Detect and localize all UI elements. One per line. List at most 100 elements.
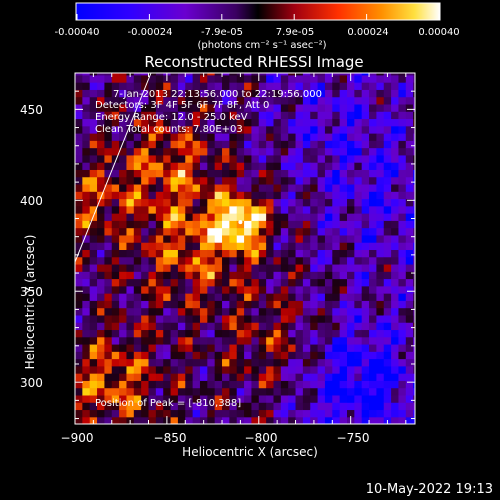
heatmap-cell xyxy=(185,125,194,134)
heatmap-cell xyxy=(133,198,142,207)
heatmap-cell xyxy=(133,278,142,287)
heatmap-cell xyxy=(119,140,128,149)
heatmap-cell xyxy=(192,125,201,134)
heatmap-cell xyxy=(104,409,113,418)
heatmap-cell xyxy=(133,118,142,127)
heatmap-cell xyxy=(266,140,275,149)
heatmap-cell xyxy=(317,176,326,185)
heatmap-cell xyxy=(236,314,245,323)
heatmap-cell xyxy=(82,198,91,207)
heatmap-cell xyxy=(192,249,201,258)
heatmap-cell xyxy=(383,125,392,134)
heatmap-cell xyxy=(354,111,363,120)
heatmap-cell xyxy=(258,285,267,294)
heatmap-cell xyxy=(332,373,341,381)
heatmap-cell xyxy=(244,293,253,301)
heatmap-cell xyxy=(361,387,370,396)
heatmap-cell xyxy=(148,176,157,185)
heatmap-cell xyxy=(170,314,179,323)
heatmap-cell xyxy=(347,336,355,345)
heatmap-cell xyxy=(236,82,245,90)
heatmap-cell xyxy=(111,133,120,141)
heatmap-cell xyxy=(347,242,355,250)
heatmap-cell xyxy=(97,118,105,127)
heatmap-cell xyxy=(126,293,135,301)
heatmap-cell xyxy=(177,314,186,323)
heatmap-cell xyxy=(119,249,128,258)
heatmap-cell xyxy=(111,89,120,98)
heatmap-cell xyxy=(89,394,98,403)
heatmap-cell xyxy=(383,271,392,280)
heatmap-cell xyxy=(295,278,304,287)
heatmap-cell xyxy=(273,351,282,360)
heatmap-cell xyxy=(170,322,179,331)
heatmap-cell xyxy=(207,271,216,280)
heatmap-cell xyxy=(413,82,415,90)
heatmap-cell xyxy=(295,198,304,207)
heatmap-cell xyxy=(288,293,297,301)
heatmap-cell xyxy=(89,154,98,163)
heatmap-cell xyxy=(229,394,238,403)
heatmap-cell xyxy=(383,242,392,250)
heatmap-cell xyxy=(376,343,385,352)
heatmap-cell xyxy=(126,351,135,360)
heatmap-cell xyxy=(133,336,142,345)
heatmap-cell xyxy=(383,285,392,294)
heatmap-cell xyxy=(332,140,341,149)
heatmap-cell xyxy=(119,300,128,309)
heatmap-cell xyxy=(391,227,400,236)
heatmap-cell xyxy=(199,118,208,127)
heatmap-cell xyxy=(199,220,208,229)
heatmap-cell xyxy=(302,300,311,309)
heatmap-cell xyxy=(148,220,157,229)
heatmap-cell xyxy=(398,205,407,214)
heatmap-cell xyxy=(383,96,392,105)
heatmap-cell xyxy=(185,380,194,389)
heatmap-cell xyxy=(302,307,311,316)
heatmap-cell xyxy=(199,256,208,265)
heatmap-cell xyxy=(376,147,385,156)
heatmap-cell xyxy=(163,213,172,221)
heatmap-cell xyxy=(97,329,105,338)
heatmap-cell xyxy=(251,169,260,178)
heatmap-cell xyxy=(361,96,370,105)
heatmap-cell xyxy=(104,220,113,229)
heatmap-cell xyxy=(155,147,164,156)
heatmap-cell xyxy=(251,285,260,294)
heatmap-cell xyxy=(391,133,400,141)
heatmap-cell xyxy=(244,220,253,229)
heatmap-cell xyxy=(104,365,113,374)
heatmap-cell xyxy=(207,74,216,83)
heatmap-cell xyxy=(75,271,83,280)
heatmap-cell xyxy=(332,365,341,374)
heatmap-cell xyxy=(199,394,208,403)
heatmap-cell xyxy=(177,256,186,265)
heatmap-cell xyxy=(280,249,289,258)
heatmap-cell xyxy=(214,89,223,98)
heatmap-cell xyxy=(317,300,326,309)
heatmap-cell xyxy=(236,96,245,105)
heatmap-cell xyxy=(339,336,348,345)
heatmap-cell xyxy=(236,263,245,272)
heatmap-cell xyxy=(280,365,289,374)
heatmap-cell xyxy=(317,293,326,301)
heatmap-cell xyxy=(229,329,238,338)
heatmap-cell xyxy=(354,358,363,367)
heatmap-cell xyxy=(141,103,150,112)
heatmap-cell xyxy=(258,234,267,243)
heatmap-cell xyxy=(302,278,311,287)
heatmap-cell xyxy=(126,213,135,221)
heatmap-cell xyxy=(391,394,400,403)
heatmap-cell xyxy=(369,125,377,134)
heatmap-cell xyxy=(302,205,311,214)
heatmap-cell xyxy=(119,73,128,76)
heatmap-cell xyxy=(244,343,253,352)
heatmap-cell xyxy=(405,329,414,338)
heatmap-cell xyxy=(163,300,172,309)
heatmap-cell xyxy=(332,271,341,280)
heatmap-cell xyxy=(244,256,253,265)
heatmap-cell xyxy=(192,278,201,287)
heatmap-cell xyxy=(324,82,333,90)
plot-timestamp: 10-May-2022 19:13 xyxy=(365,482,493,497)
